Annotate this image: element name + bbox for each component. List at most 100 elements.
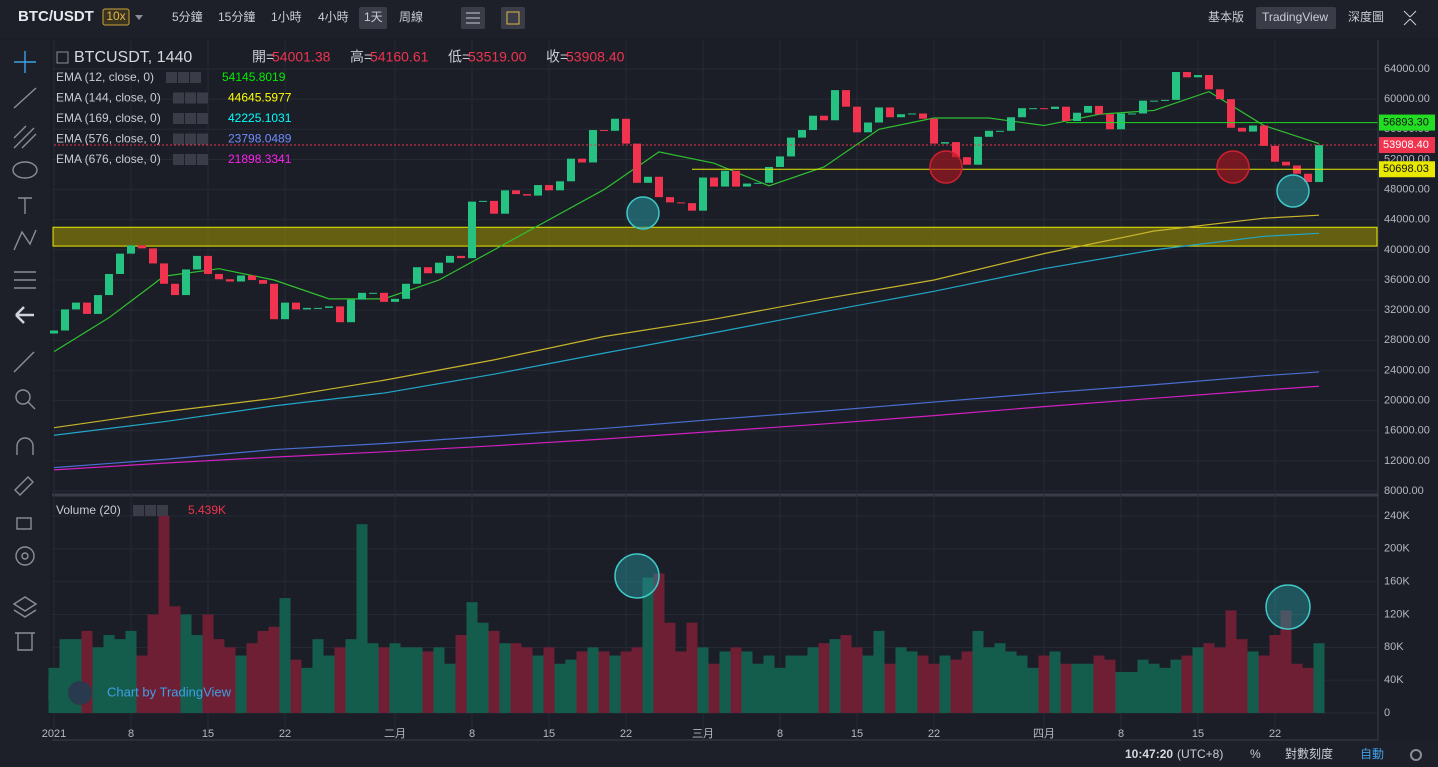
x-tick-label: 8 (777, 728, 783, 740)
ema-value: 54145.8019 (222, 70, 286, 84)
ema-line (53, 90, 1320, 353)
view-option[interactable]: 基本版 (1208, 10, 1244, 24)
volume-bar (1104, 659, 1116, 713)
legend-control[interactable] (178, 72, 189, 83)
candle (1315, 145, 1323, 183)
candle (1139, 100, 1147, 114)
candle (974, 136, 982, 165)
legend-control[interactable] (197, 92, 208, 104)
candle (512, 190, 520, 195)
legend-control[interactable] (173, 113, 184, 124)
candle (226, 279, 234, 282)
y-tick-label: 28000.00 (1384, 334, 1430, 346)
active-timeframe[interactable] (359, 7, 387, 29)
dropdown-arrow[interactable] (135, 15, 143, 20)
ohlc-label: 低= (448, 49, 470, 65)
legend-control[interactable] (185, 92, 196, 104)
log-toggle[interactable]: 對數刻度 (1285, 746, 1333, 761)
percent-toggle[interactable]: % (1250, 747, 1261, 761)
volume-bar (565, 659, 577, 713)
legend-control[interactable] (166, 72, 177, 83)
legend-control[interactable] (197, 113, 208, 124)
legend-control[interactable] (197, 133, 208, 145)
volume-bar (114, 639, 126, 713)
legend-control[interactable] (157, 505, 168, 516)
collapse-box[interactable] (56, 51, 69, 64)
candle (1073, 112, 1081, 122)
candle (149, 248, 157, 264)
candle (765, 166, 773, 183)
timeframe[interactable]: 5分鐘 (172, 9, 203, 24)
legend-control[interactable] (173, 92, 184, 104)
candle (193, 255, 201, 270)
watermark[interactable]: Chart by TradingView (107, 684, 232, 699)
candle (743, 183, 751, 187)
volume-bar (950, 659, 962, 713)
legend-control[interactable] (185, 154, 196, 165)
volume-bar (1060, 663, 1072, 713)
volume-tick-label: 0 (1384, 707, 1390, 719)
timeframe[interactable]: 15分鐘 (218, 9, 255, 24)
volume-bar (1071, 663, 1083, 713)
legend-control[interactable] (173, 133, 184, 145)
legend-control[interactable] (185, 113, 196, 124)
volume-bar (323, 655, 335, 713)
ohlc-value: 53908.40 (566, 49, 625, 65)
volume-bar (235, 655, 247, 713)
legend-control[interactable] (197, 154, 208, 165)
candle (292, 302, 300, 310)
volume-bar (983, 647, 995, 713)
volume-bar (466, 602, 478, 713)
timeframe[interactable]: 1小時 (271, 10, 302, 24)
timeframe[interactable]: 周線 (399, 9, 423, 24)
volume-bar (268, 626, 280, 713)
volume-bar (807, 647, 819, 713)
x-tick-label: 22 (279, 728, 291, 740)
volume-bar (1225, 610, 1237, 713)
candle (72, 302, 80, 310)
volume-tick-label: 120K (1384, 608, 1410, 620)
view-option[interactable]: 深度圖 (1348, 9, 1384, 24)
active-view[interactable] (1256, 7, 1336, 29)
candle (622, 118, 630, 144)
chart-pane (52, 40, 1378, 740)
candle (50, 330, 58, 334)
legend-control[interactable] (185, 133, 196, 145)
timeframe[interactable]: 4小時 (318, 10, 349, 24)
volume-bar (1247, 651, 1259, 713)
legend-control[interactable] (190, 72, 201, 83)
legend-control[interactable] (173, 154, 184, 165)
settings-icon[interactable] (1410, 749, 1422, 761)
volume-bar (785, 655, 797, 713)
legend-control[interactable] (145, 505, 156, 516)
candle (325, 306, 333, 308)
volume-bar (840, 635, 852, 713)
auto-toggle[interactable]: 自動 (1360, 747, 1384, 761)
candle (435, 262, 443, 274)
volume-bar (1049, 651, 1061, 713)
candle (138, 245, 146, 249)
volume-bar (356, 524, 368, 713)
candle (160, 263, 168, 284)
template-button[interactable] (501, 7, 525, 29)
volume-bar (158, 515, 170, 713)
price-label: 56893.30 (1383, 116, 1429, 128)
y-tick-label: 64000.00 (1384, 63, 1430, 75)
tool-icons[interactable] (12, 51, 38, 651)
volume-bar (521, 647, 533, 713)
volume-bar (510, 643, 522, 713)
ohlc-value: 53519.00 (468, 49, 527, 65)
volume-bar (444, 663, 456, 713)
y-tick-label: 60000.00 (1384, 93, 1430, 105)
timeframe[interactable]: 1天 (364, 10, 383, 24)
candle (897, 114, 905, 118)
fullscreen-icon[interactable] (1403, 10, 1417, 26)
leverage-badge[interactable] (102, 8, 130, 26)
volume-bar (917, 655, 929, 713)
candle (1282, 161, 1290, 166)
view-option[interactable]: TradingView (1262, 10, 1328, 24)
legend-control[interactable] (133, 505, 144, 516)
annotation-circle (626, 196, 660, 230)
volume-bar (994, 643, 1006, 713)
candle (567, 158, 575, 182)
